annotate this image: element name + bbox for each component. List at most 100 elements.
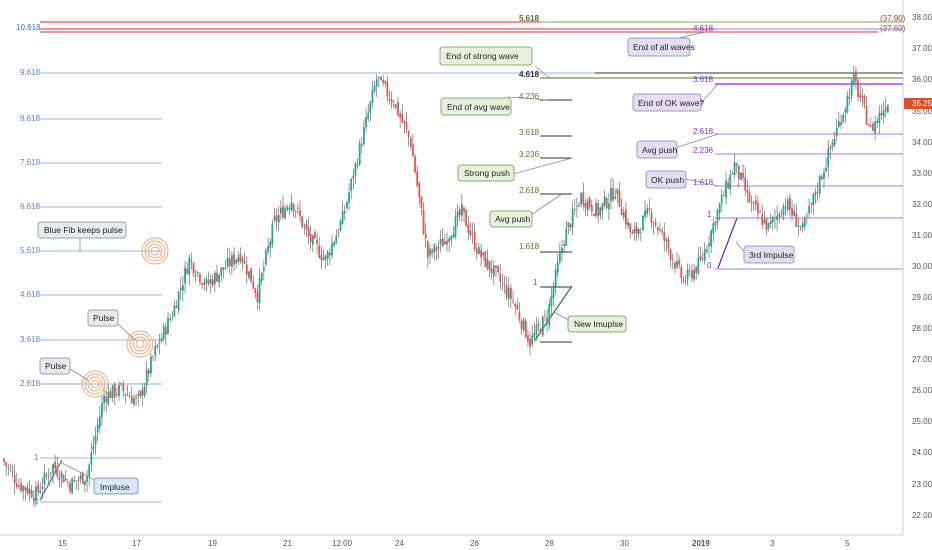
y-tick: 33.00 bbox=[912, 169, 932, 178]
candle-up bbox=[333, 242, 336, 246]
candle-up bbox=[64, 479, 67, 481]
candle-up bbox=[882, 110, 885, 117]
candle-up bbox=[143, 386, 146, 397]
candle-up bbox=[478, 247, 480, 254]
candle-up bbox=[154, 346, 157, 356]
note-pulse-1[interactable]: Pulse bbox=[39, 357, 71, 375]
candle-down bbox=[597, 203, 600, 217]
note-blue-fib-text: Blue Fib keeps pulse bbox=[44, 225, 123, 235]
candle-up bbox=[801, 223, 804, 229]
note-avg-push-text: Avg push bbox=[495, 214, 531, 224]
candle-down bbox=[401, 114, 404, 123]
candle-up bbox=[550, 295, 553, 307]
candle-up bbox=[60, 472, 63, 478]
candle-down bbox=[24, 486, 27, 491]
candle-up bbox=[380, 77, 382, 81]
candle-up bbox=[846, 95, 849, 112]
note-third-impulse[interactable]: 3rd Impulse bbox=[743, 245, 795, 264]
candle-up bbox=[767, 222, 770, 229]
candle-down bbox=[754, 200, 757, 205]
y-tick: 25.00 bbox=[912, 417, 932, 426]
candle-up bbox=[177, 291, 180, 311]
pulse-target-circle bbox=[126, 330, 154, 358]
note-end-avg[interactable]: End of avg wave bbox=[440, 97, 512, 116]
candle-up bbox=[601, 203, 604, 211]
note-strong-push-text: Strong push bbox=[464, 168, 510, 178]
note-new-impulse[interactable]: New Imuplse bbox=[567, 315, 627, 333]
candle-up bbox=[243, 261, 246, 264]
candle-down bbox=[829, 146, 832, 149]
candle-down bbox=[650, 212, 653, 223]
note-strong-push[interactable]: Strong push bbox=[457, 164, 515, 182]
candle-down bbox=[409, 137, 412, 147]
note-blue-fib[interactable]: Blue Fib keeps pulse bbox=[37, 221, 127, 239]
candle-up bbox=[627, 221, 629, 226]
candle-down bbox=[113, 384, 116, 397]
candle-up bbox=[365, 117, 367, 128]
candle-up bbox=[803, 218, 806, 227]
fib-label: 9.618 bbox=[20, 68, 41, 77]
candle-up bbox=[339, 221, 342, 231]
x-tick: 2019 bbox=[692, 539, 710, 548]
candle-down bbox=[678, 260, 681, 265]
fib-label: 1.618 bbox=[519, 242, 540, 251]
fib-label: 3.618 bbox=[519, 128, 540, 137]
candle-up bbox=[262, 267, 265, 272]
x-tick: 19 bbox=[208, 539, 217, 548]
x-tick: 17 bbox=[132, 539, 141, 548]
candle-down bbox=[467, 224, 470, 233]
note-pulse-2[interactable]: Pulse bbox=[87, 309, 119, 327]
candle-down bbox=[742, 172, 744, 178]
x-tick: 26 bbox=[470, 539, 479, 548]
note-avg-push-2[interactable]: Avg push bbox=[636, 140, 678, 159]
candle-down bbox=[426, 241, 429, 258]
candle-down bbox=[175, 305, 178, 308]
candle-down bbox=[497, 266, 500, 273]
candle-up bbox=[188, 257, 191, 275]
candle-down bbox=[620, 208, 623, 216]
note-impluse-text: Impluse bbox=[100, 482, 130, 492]
note-end-ok[interactable]: End of OK wave? bbox=[632, 93, 704, 112]
note-end-strong-text: End of strong wave bbox=[446, 51, 519, 61]
candle-up bbox=[288, 207, 291, 210]
candle-down bbox=[691, 270, 693, 279]
candle-down bbox=[228, 258, 231, 267]
candle-down bbox=[11, 471, 14, 473]
candle-up bbox=[614, 196, 617, 199]
note-end-all[interactable]: End of all waves bbox=[627, 37, 695, 57]
candle-up bbox=[693, 269, 695, 280]
candle-down bbox=[463, 207, 465, 212]
candle-down bbox=[518, 311, 521, 320]
candle-down bbox=[631, 232, 634, 235]
candle-down bbox=[305, 223, 308, 230]
candle-down bbox=[47, 475, 50, 477]
candle-up bbox=[607, 203, 610, 210]
candle-down bbox=[863, 96, 866, 104]
candle-up bbox=[771, 217, 774, 223]
candle-up bbox=[816, 192, 819, 193]
fib-label: 0 bbox=[34, 497, 39, 506]
candle-up bbox=[162, 326, 165, 339]
note-ok-push[interactable]: OK push bbox=[645, 170, 687, 189]
candle-down bbox=[382, 80, 385, 83]
candle-up bbox=[637, 229, 640, 235]
candle-down bbox=[352, 176, 355, 179]
candle-down bbox=[301, 216, 304, 228]
candle-down bbox=[254, 288, 257, 294]
candle-up bbox=[271, 223, 274, 245]
candle-down bbox=[820, 176, 823, 180]
note-end-strong[interactable]: End of strong wave bbox=[439, 46, 533, 66]
note-avg-push[interactable]: Avg push bbox=[489, 210, 533, 228]
candle-up bbox=[554, 269, 557, 287]
candle-down bbox=[684, 281, 687, 282]
note-impluse[interactable]: Impluse bbox=[93, 477, 139, 495]
x-axis: 15 17 19 21 12:00 24 26 28 30 2019 3 5 bbox=[58, 539, 850, 548]
candle-down bbox=[473, 231, 476, 250]
candle-up bbox=[450, 236, 453, 241]
candle-up bbox=[184, 267, 186, 284]
candle-down bbox=[158, 342, 161, 344]
candle-up bbox=[716, 210, 719, 223]
candle-down bbox=[316, 239, 318, 244]
candle-down bbox=[203, 282, 206, 285]
